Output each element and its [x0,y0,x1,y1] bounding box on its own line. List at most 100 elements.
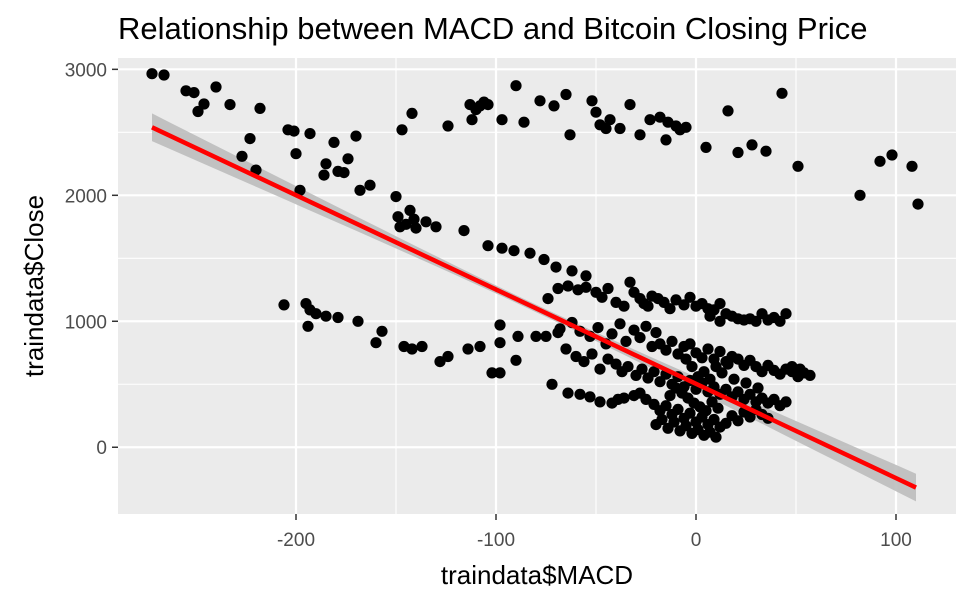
data-point [780,308,792,320]
data-point [644,114,656,126]
data-point [580,281,592,293]
data-point [592,322,604,334]
data-point [654,111,666,123]
data-point [606,328,618,340]
data-point [624,99,636,111]
chart-title: Relationship between MACD and Bitcoin Cl… [118,11,868,46]
data-point [550,261,562,273]
data-point [210,81,222,93]
data-point [732,386,744,398]
data-point [654,376,666,388]
data-point [760,145,772,157]
data-point [650,327,662,339]
data-point [684,291,696,303]
data-point [594,363,606,375]
data-point [614,318,626,330]
data-point [310,308,322,320]
data-point [350,130,362,142]
data-point [288,125,300,137]
data-point [642,300,654,312]
data-point [604,114,616,126]
data-point [714,315,726,327]
data-point [668,416,680,428]
data-point [338,167,350,179]
regression-line [151,125,917,490]
data-point [708,413,720,426]
data-point [712,402,724,414]
data-point [466,114,478,126]
y-axis-title: traindata$Close [19,195,49,377]
data-point [722,105,734,117]
data-point [328,136,340,148]
data-point [342,153,354,165]
data-point [564,129,576,141]
data-point [618,392,630,404]
data-point [672,348,684,360]
data-point [744,388,756,400]
data-point [636,363,648,375]
data-point [744,411,756,423]
data-point [750,315,762,327]
data-point [390,191,402,203]
data-point [430,221,442,233]
data-point [524,247,536,259]
data-point [224,99,236,111]
data-point [198,98,210,110]
x-tick-label: -100 [477,530,515,551]
data-point [508,245,520,257]
data-point [578,356,590,368]
data-point [602,353,614,365]
data-point [320,310,332,322]
data-point [560,88,572,101]
data-point [442,120,454,132]
data-point [318,169,330,181]
data-point [554,323,566,335]
data-point [700,141,712,153]
data-point [416,340,428,353]
data-point [494,367,506,379]
y-tick-label: 1000 [65,312,107,333]
data-point [720,417,732,429]
data-point [278,299,290,311]
data-point [774,315,786,327]
data-point [530,330,542,342]
y-axis-ticks: 0 1000 2000 3000 [65,60,118,459]
data-point [510,354,522,366]
data-point [320,158,332,170]
data-point [670,294,682,306]
data-point [618,300,630,312]
x-axis-ticks: -200 -100 0 100 [277,514,912,551]
data-point [660,344,672,356]
data-point [794,363,806,375]
data-point [714,345,726,358]
data-point [290,148,302,160]
data-point [804,369,816,381]
data-point [494,337,506,349]
data-point [684,407,696,419]
y-tick-label: 0 [96,438,107,459]
data-point [332,311,344,324]
data-point [854,189,866,201]
data-point [580,270,592,282]
data-point [732,415,744,427]
fit-line-layer [151,125,917,490]
data-point [434,356,446,368]
x-tick-label: -200 [277,530,315,551]
data-point [590,106,602,118]
data-point [570,350,582,363]
data-point [566,265,578,277]
data-point [146,68,158,80]
data-point [678,299,690,311]
data-point [510,80,522,92]
data-point [602,282,614,295]
points-layer [146,68,924,443]
data-point [670,382,682,394]
data-point [552,282,564,295]
data-point [792,160,804,172]
data-point [664,390,676,402]
y-tick-label: 3000 [65,60,107,81]
data-point [188,87,200,99]
data-point [640,393,652,405]
